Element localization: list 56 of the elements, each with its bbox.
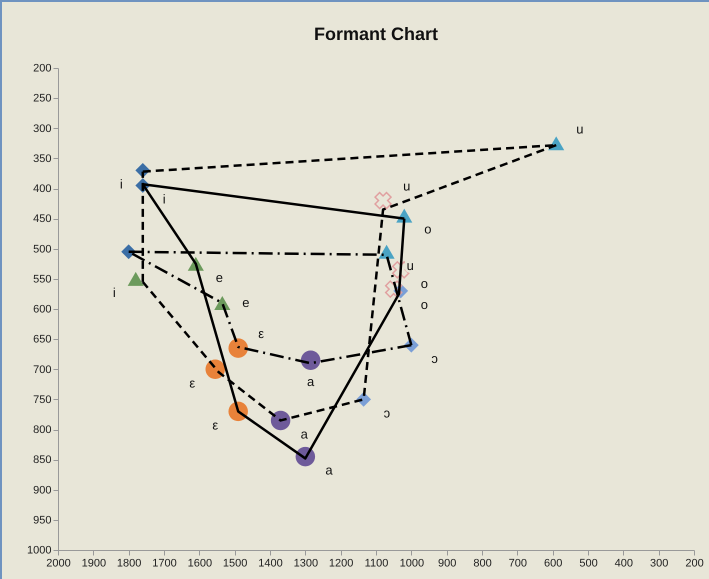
x-tick-label: 1200 xyxy=(328,558,354,570)
annotation: ε xyxy=(212,417,218,432)
y-tick-label: 600 xyxy=(33,304,52,316)
y-tick-label: 800 xyxy=(33,424,52,436)
annotation: u xyxy=(403,178,410,194)
x-tick-label: 600 xyxy=(544,558,562,570)
annotation: e xyxy=(242,294,250,310)
annotation: o xyxy=(420,276,428,291)
y-tick-label: 950 xyxy=(33,514,52,526)
annotation: e xyxy=(216,270,224,285)
x-tick-label: 500 xyxy=(579,558,598,570)
chart-title: Formant Chart xyxy=(314,24,438,44)
y-tick-label: 900 xyxy=(33,484,52,496)
y-tick-label: 400 xyxy=(33,183,52,195)
x-tick-label: 1600 xyxy=(188,558,212,570)
y-tick-label: 500 xyxy=(33,243,52,256)
x-tick-label: 1700 xyxy=(152,558,177,570)
y-tick-label: 200 xyxy=(33,62,52,74)
x-tick-label: 1000 xyxy=(400,558,424,570)
y-tick-label: 250 xyxy=(33,92,52,105)
x-tick-label: 1300 xyxy=(294,558,318,570)
x-tick-label: 1100 xyxy=(364,558,388,570)
x-tick-label: 300 xyxy=(650,558,668,570)
x-tick-label: 2000 xyxy=(46,558,71,570)
x-tick-label: 200 xyxy=(685,558,704,570)
annotation: i xyxy=(112,284,116,300)
annotation: u xyxy=(406,258,414,273)
y-tick-label: 550 xyxy=(33,273,52,286)
y-tick-label: 350 xyxy=(33,152,52,165)
annotation: a xyxy=(307,374,316,390)
annotation: a xyxy=(325,462,334,478)
y-tick-label: 850 xyxy=(33,454,52,466)
annotation: i xyxy=(120,176,123,192)
y-tick-label: 750 xyxy=(33,394,52,406)
x-tick-label: 800 xyxy=(473,558,492,570)
y-tick-label: 450 xyxy=(33,213,52,226)
x-tick-label: 700 xyxy=(508,558,528,570)
x-tick-label: 1400 xyxy=(258,558,283,570)
annotation: o xyxy=(420,296,428,312)
x-tick-label: 1900 xyxy=(82,558,106,570)
y-tick-label: 1000 xyxy=(27,544,52,556)
annotation: u xyxy=(576,121,584,136)
annotation: a xyxy=(300,426,309,442)
annotation: ɔ xyxy=(431,351,438,366)
x-tick-label: 1500 xyxy=(222,558,248,570)
y-tick-label: 650 xyxy=(33,334,52,346)
x-tick-label: 900 xyxy=(438,558,456,570)
x-tick-label: 1800 xyxy=(116,558,142,570)
y-tick-label: 300 xyxy=(33,122,52,135)
annotation: ε xyxy=(258,326,264,342)
annotation: o xyxy=(424,222,432,237)
annotation: i xyxy=(162,191,166,206)
x-tick-label: 400 xyxy=(614,558,634,570)
y-tick-label: 700 xyxy=(33,364,52,376)
annotation: ε xyxy=(189,375,196,390)
annotation: ɔ xyxy=(384,405,390,420)
